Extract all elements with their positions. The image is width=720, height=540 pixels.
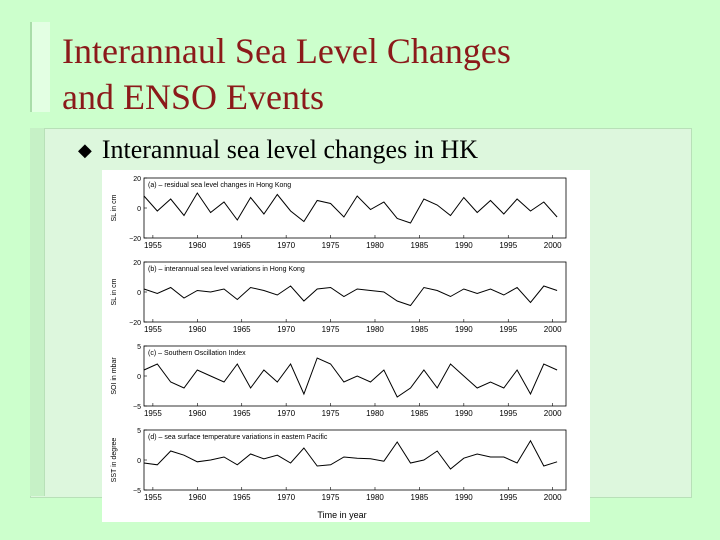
x-tick-label-3-6: 1980 xyxy=(366,409,384,418)
x-tick-label-2-3: 1965 xyxy=(233,325,251,334)
x-tick-label-1-5: 1975 xyxy=(322,241,340,250)
bullet-text: Interannual sea level changes in HK xyxy=(101,135,478,164)
x-tick-label-2-4: 1970 xyxy=(277,325,295,334)
x-tick-label-3-8: 1990 xyxy=(455,409,473,418)
x-tick-label-1-4: 1970 xyxy=(277,241,295,250)
x-tick-label-4-2: 1960 xyxy=(188,493,206,502)
y-tick-label-1-1: 20 xyxy=(133,176,141,183)
x-tick-label-4-10: 2000 xyxy=(544,493,562,502)
x-tick-label-1-7: 1985 xyxy=(411,241,429,250)
x-tick-label-1-8: 1990 xyxy=(455,241,473,250)
x-tick-label-2-9: 1995 xyxy=(499,325,517,334)
x-tick-label-3-1: 1955 xyxy=(144,409,162,418)
x-tick-label-1-3: 1965 xyxy=(233,241,251,250)
x-tick-label-3-4: 1970 xyxy=(277,409,295,418)
y-tick-label-3-3: −5 xyxy=(133,404,141,411)
panel-ylabel-4: SST in degree xyxy=(111,438,118,483)
y-tick-label-4-2: 0 xyxy=(137,458,141,465)
y-tick-label-4-3: −5 xyxy=(133,488,141,495)
x-tick-label-2-2: 1960 xyxy=(188,325,206,334)
y-tick-label-4-1: 5 xyxy=(137,428,141,435)
x-axis-label: Time in year xyxy=(317,510,366,520)
y-tick-label-1-2: 0 xyxy=(137,206,141,213)
figure-svg: Time in year (a) – residual sea level ch… xyxy=(111,176,567,520)
x-tick-label-1-10: 2000 xyxy=(544,241,562,250)
panel-title-4: (d) – sea surface temperature variations… xyxy=(148,434,328,441)
x-tick-label-4-7: 1985 xyxy=(411,493,429,502)
x-tick-label-2-1: 1955 xyxy=(144,325,162,334)
series-line-2 xyxy=(143,285,558,307)
slide-title-line2: and ENSO Events xyxy=(62,77,324,117)
y-tick-label-2-1: 20 xyxy=(133,260,141,267)
y-tick-label-1-3: −20 xyxy=(129,236,141,243)
y-tick-label-2-2: 0 xyxy=(137,290,141,297)
x-tick-label-3-7: 1985 xyxy=(411,409,429,418)
content-accent-bar xyxy=(30,128,45,496)
panel-title-1: (a) – residual sea level changes in Hong… xyxy=(148,182,291,189)
x-tick-label-4-1: 1955 xyxy=(144,493,162,502)
x-tick-label-1-6: 1980 xyxy=(366,241,384,250)
x-tick-label-3-9: 1995 xyxy=(499,409,517,418)
x-tick-label-3-5: 1975 xyxy=(322,409,340,418)
x-tick-label-4-4: 1970 xyxy=(277,493,295,502)
diamond-bullet-icon: ◆ xyxy=(78,139,92,160)
series-line-4 xyxy=(143,439,558,470)
x-tick-label-2-7: 1985 xyxy=(411,325,429,334)
panel-ylabel-1: SL in cm xyxy=(111,194,118,221)
slide-title-line1: Interannaul Sea Level Changes xyxy=(62,31,511,71)
x-tick-label-2-5: 1975 xyxy=(322,325,340,334)
x-tick-label-2-8: 1990 xyxy=(455,325,473,334)
x-tick-label-3-3: 1965 xyxy=(233,409,251,418)
y-tick-label-3-1: 5 xyxy=(137,344,141,351)
x-tick-label-2-6: 1980 xyxy=(366,325,384,334)
panel-ylabel-3: SOI in mbar xyxy=(111,357,118,395)
x-tick-label-4-8: 1990 xyxy=(455,493,473,502)
x-tick-label-1-2: 1960 xyxy=(188,241,206,250)
y-tick-label-2-3: −20 xyxy=(129,320,141,327)
x-tick-label-4-3: 1965 xyxy=(233,493,251,502)
x-tick-label-1-1: 1955 xyxy=(144,241,162,250)
x-tick-label-4-6: 1980 xyxy=(366,493,384,502)
x-tick-label-2-10: 2000 xyxy=(544,325,562,334)
slide-title: Interannaul Sea Level Changes and ENSO E… xyxy=(62,28,702,120)
series-line-3 xyxy=(143,357,558,398)
panel-title-3: (c) – Southern Oscillation Index xyxy=(148,350,246,357)
x-tick-label-3-10: 2000 xyxy=(544,409,562,418)
x-tick-label-4-5: 1975 xyxy=(322,493,340,502)
y-tick-label-3-2: 0 xyxy=(137,374,141,381)
panel-title-2: (b) – interannual sea level variations i… xyxy=(148,266,305,273)
x-tick-label-1-9: 1995 xyxy=(499,241,517,250)
panel-ylabel-2: SL in cm xyxy=(111,278,118,305)
x-tick-label-4-9: 1995 xyxy=(499,493,517,502)
bullet-item: ◆ Interannual sea level changes in HK xyxy=(78,135,478,165)
title-accent-bar xyxy=(30,22,50,112)
sea-level-figure: Time in year (a) – residual sea level ch… xyxy=(102,170,590,522)
series-line-1 xyxy=(143,192,558,224)
x-tick-label-3-2: 1960 xyxy=(188,409,206,418)
